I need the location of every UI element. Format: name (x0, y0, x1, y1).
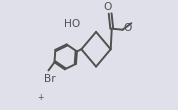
Text: HO: HO (64, 19, 80, 29)
Text: +: + (37, 93, 44, 102)
Text: O: O (123, 23, 132, 33)
Text: Br: Br (44, 74, 56, 83)
Text: O: O (103, 2, 111, 12)
